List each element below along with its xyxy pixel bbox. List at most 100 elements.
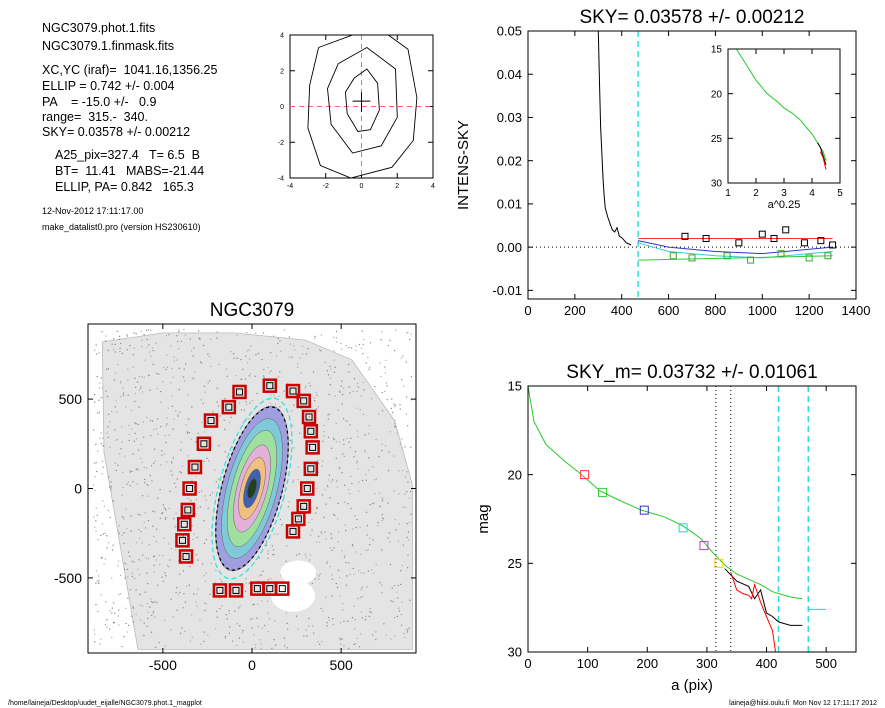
galaxy-noise: [342, 393, 344, 396]
galaxy-noise: [401, 378, 403, 381]
galaxy-noise: [225, 368, 227, 370]
galaxy-noise: [173, 360, 175, 362]
galaxy-noise: [140, 345, 143, 348]
galaxy-noise: [242, 641, 245, 644]
galaxy-noise: [398, 610, 401, 612]
galaxy-noise: [127, 394, 129, 396]
inset-ytick-label: 20: [711, 89, 723, 100]
galaxy-noise: [361, 617, 363, 619]
galaxy-noise: [119, 335, 121, 337]
galaxy-noise: [293, 447, 295, 449]
galaxy-noise: [350, 507, 352, 510]
galaxy-noise: [207, 460, 210, 462]
galaxy-noise: [94, 526, 96, 528]
galaxy-noise: [137, 568, 139, 571]
galaxy-noise: [407, 629, 409, 631]
galaxy-noise: [288, 336, 290, 338]
galaxy-noise: [198, 337, 200, 339]
galaxy-noise: [358, 646, 361, 648]
galaxy-noise: [396, 591, 398, 593]
galaxy-noise: [316, 487, 318, 489]
galaxy-noise: [394, 406, 396, 408]
galaxy-noise: [159, 563, 161, 566]
galaxy-noise: [345, 419, 347, 422]
galaxy-noise: [292, 481, 294, 483]
galaxy-noise: [323, 516, 325, 518]
galaxy-noise: [277, 533, 279, 535]
galaxy-noise: [392, 600, 394, 603]
galaxy-noise: [335, 457, 337, 459]
galaxy-noise: [141, 461, 143, 463]
galaxy-sky-box-inner: [305, 413, 313, 421]
galaxy-noise: [180, 472, 182, 474]
galaxy-noise: [143, 436, 145, 438]
galaxy-noise: [335, 422, 337, 424]
galaxy-noise: [379, 505, 381, 507]
galaxy-noise: [267, 630, 269, 633]
galaxy-noise: [242, 629, 244, 632]
galaxy-noise: [188, 431, 190, 434]
galaxy-noise: [135, 613, 137, 616]
galaxy-noise: [334, 366, 336, 368]
galaxy-noise: [172, 616, 174, 618]
galaxy-noise: [260, 647, 262, 649]
galaxy-noise: [134, 400, 136, 403]
galaxy-noise: [152, 363, 154, 365]
galaxy-noise: [118, 532, 121, 534]
galaxy-noise: [208, 380, 211, 382]
galaxy-noise: [107, 368, 110, 370]
galaxy-noise: [272, 549, 275, 551]
galaxy-noise: [344, 524, 346, 526]
galaxy-sky-box-inner: [266, 585, 274, 593]
galaxy-noise: [374, 385, 376, 388]
galaxy-noise: [315, 512, 317, 514]
info-ellip: ELLIP = 0.742 +/- 0.004: [42, 79, 175, 93]
galaxy-noise: [167, 407, 169, 409]
sky-ytick-label: 0.01: [497, 197, 522, 212]
galaxy-noise: [271, 545, 273, 547]
galaxy-noise: [335, 582, 337, 585]
galaxy-noise: [370, 398, 373, 400]
galaxy-noise: [359, 596, 361, 599]
galaxy-noise: [107, 426, 109, 428]
galaxy-noise: [224, 398, 226, 400]
galaxy-noise: [215, 546, 217, 549]
galaxy-noise: [169, 559, 171, 561]
galaxy-noise: [251, 399, 253, 402]
galaxy-noise: [137, 423, 139, 425]
galaxy-noise: [93, 516, 95, 518]
galaxy-noise: [140, 330, 142, 333]
sky-title: SKY= 0.03578 +/- 0.00212: [579, 7, 804, 28]
galaxy-noise: [101, 331, 103, 333]
galaxy-noise: [315, 391, 317, 394]
galaxy-noise: [408, 497, 411, 499]
galaxy-noise: [159, 517, 161, 520]
galaxy-noise: [287, 382, 289, 385]
galaxy-noise: [203, 575, 205, 577]
galaxy-noise: [135, 542, 137, 544]
galaxy-noise: [405, 396, 408, 398]
galaxy-noise: [221, 581, 223, 583]
galaxy-noise: [120, 382, 122, 384]
galaxy-noise: [192, 355, 194, 357]
galaxy-noise: [202, 563, 204, 565]
galaxy-noise: [303, 635, 305, 637]
galaxy-noise: [309, 554, 311, 556]
galaxy-noise: [126, 527, 128, 530]
galaxy-noise: [393, 585, 396, 587]
galaxy-noise: [349, 446, 352, 449]
galaxy-noise: [120, 593, 122, 595]
galaxy-noise: [341, 638, 343, 640]
galaxy-noise: [316, 394, 318, 396]
galaxy-noise: [144, 512, 146, 514]
galaxy-noise: [161, 576, 163, 578]
galaxy-noise: [410, 399, 412, 401]
galaxy-noise: [324, 361, 326, 364]
contour-ytick-label: 0: [280, 104, 284, 111]
galaxy-noise: [253, 583, 255, 585]
galaxy-noise: [114, 612, 116, 614]
galaxy-noise: [179, 411, 181, 413]
galaxy-noise: [332, 623, 334, 626]
galaxy-noise: [112, 622, 115, 624]
galaxy-noise: [312, 371, 315, 373]
